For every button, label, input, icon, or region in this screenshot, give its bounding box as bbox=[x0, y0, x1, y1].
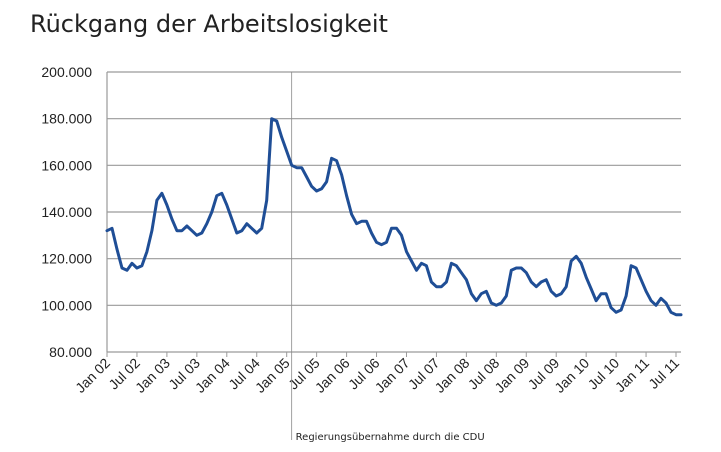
x-tick-label: Jan 08 bbox=[431, 355, 472, 396]
y-tick-label: 100.000 bbox=[41, 297, 92, 313]
y-tick-label: 140.000 bbox=[41, 204, 92, 220]
grid-lines bbox=[106, 71, 681, 353]
x-tick-label: Jan 10 bbox=[551, 355, 592, 396]
x-tick-label: Jan 02 bbox=[72, 355, 113, 396]
y-tick-label: 180.000 bbox=[41, 111, 92, 127]
chart-title: Rückgang der Arbeitslosigkeit bbox=[30, 10, 388, 38]
x-tick-label: Jan 04 bbox=[192, 355, 233, 396]
x-tick-label: Jan 03 bbox=[132, 355, 173, 396]
y-tick-label: 120.000 bbox=[41, 251, 92, 267]
x-tick-label: Jan 11 bbox=[612, 355, 652, 395]
annotation: Regierungsübernahme durch die CDU bbox=[291, 72, 485, 443]
x-tick-label: Jul 11 bbox=[645, 355, 682, 392]
y-tick-label: 160.000 bbox=[41, 157, 92, 173]
annotation-label: Regierungsübernahme durch die CDU bbox=[296, 432, 485, 443]
x-tick-label: Jan 07 bbox=[372, 355, 413, 396]
series-group bbox=[105, 117, 683, 317]
y-axis-ticks: 80.000 100.000 120.000 140.000 160.000 180.00… bbox=[41, 64, 92, 360]
y-tick-label: 200.000 bbox=[41, 64, 92, 80]
x-tick-label: Jan 09 bbox=[491, 355, 532, 396]
x-tick-label: Jan 06 bbox=[312, 355, 353, 396]
x-tick-label: Jan 05 bbox=[252, 355, 293, 396]
series-line bbox=[105, 117, 683, 317]
y-tick-label: 80.000 bbox=[49, 344, 92, 360]
